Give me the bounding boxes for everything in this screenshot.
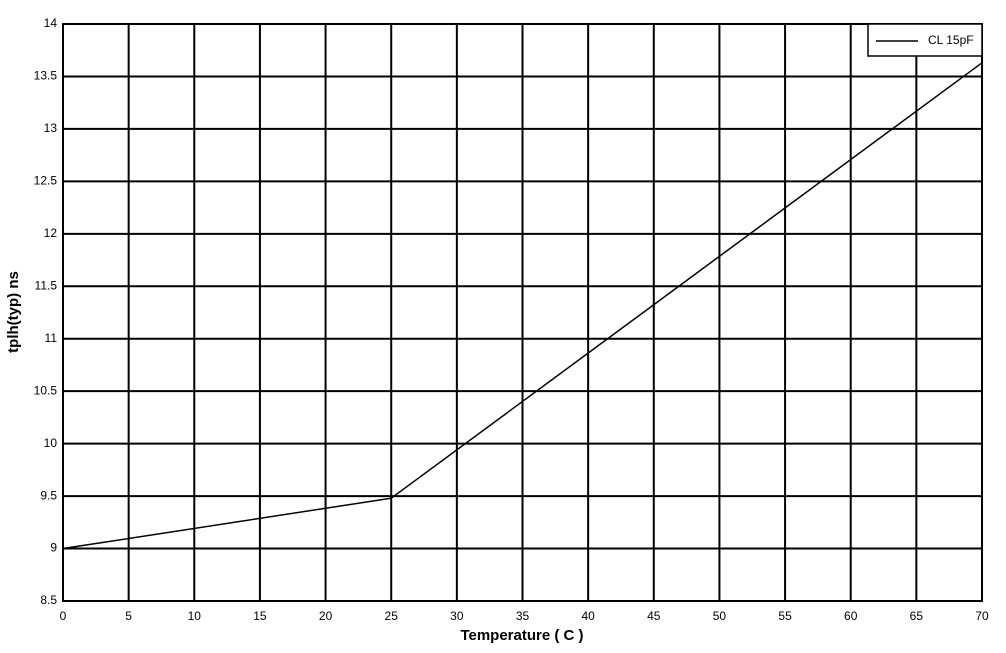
x-axis-title: Temperature ( C ): [460, 627, 583, 644]
x-tick-label: 15: [253, 609, 267, 623]
y-tick-label: 11.5: [35, 278, 58, 292]
x-tick-label: 20: [319, 609, 333, 623]
series-line: [62, 62, 983, 550]
y-tick-label: 13.5: [34, 69, 58, 83]
y-tick-label: 8.5: [40, 593, 57, 607]
y-tick-label: 9: [50, 541, 57, 555]
y-tick-label: 10: [44, 436, 58, 450]
x-tick-label: 45: [647, 609, 661, 623]
x-tick-label: 55: [778, 609, 792, 623]
x-tick-label: 10: [188, 609, 202, 623]
legend-label: CL 15pF: [928, 33, 974, 47]
x-tick-label: 0: [60, 609, 67, 623]
y-tick-label: 13: [44, 121, 58, 135]
x-tick-label: 35: [516, 609, 530, 623]
y-axis-title: tplh(typ) ns: [5, 271, 22, 353]
x-tick-label: 5: [125, 609, 132, 623]
x-tick-label: 25: [385, 609, 399, 623]
legend-box: [867, 23, 983, 57]
x-tick-label: 60: [844, 609, 858, 623]
x-tick-label: 65: [910, 609, 924, 623]
x-tick-label: 50: [713, 609, 727, 623]
y-tick-label: 11: [45, 331, 58, 345]
y-tick-label: 12: [44, 226, 58, 240]
x-tick-label: 70: [975, 609, 989, 623]
y-tick-label: 9.5: [40, 488, 57, 502]
x-tick-label: 40: [581, 609, 595, 623]
y-tick-label: 14: [44, 16, 58, 30]
plot-border: [62, 23, 983, 602]
x-tick-label: 30: [450, 609, 464, 623]
y-tick-label: 12.5: [34, 174, 58, 188]
y-tick-label: 10.5: [34, 383, 58, 397]
